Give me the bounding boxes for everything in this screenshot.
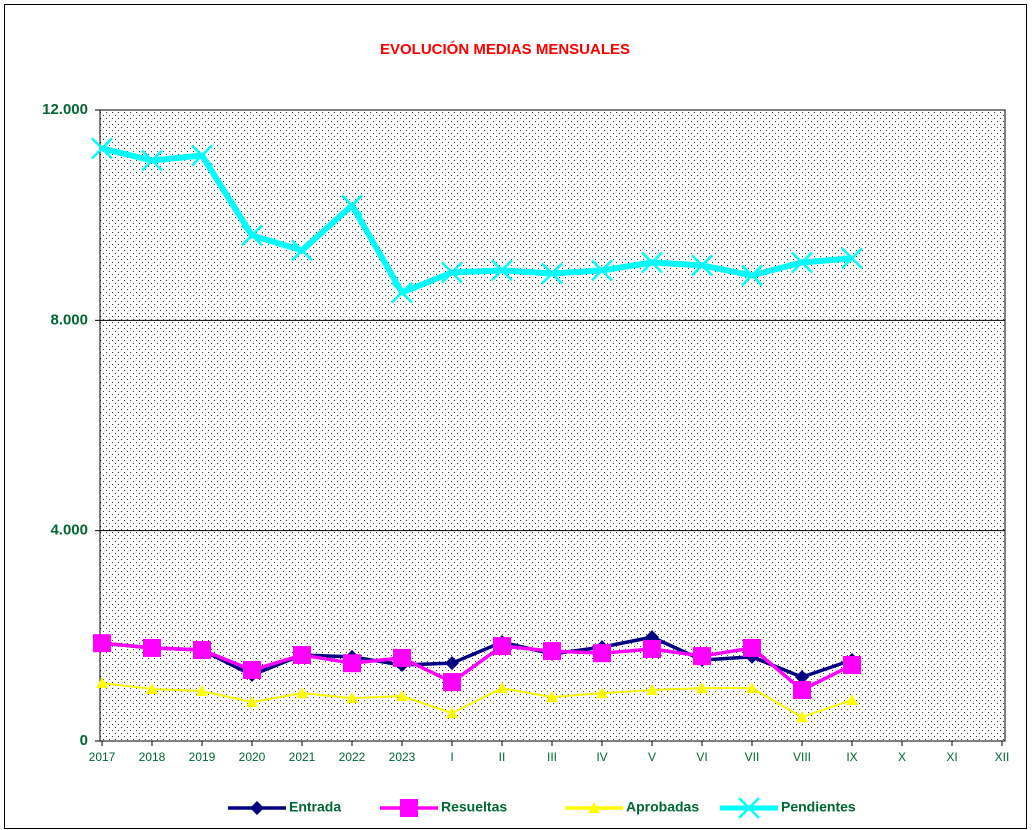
marker	[250, 801, 264, 815]
x-tick-label: 2020	[239, 750, 266, 764]
marker	[746, 682, 758, 694]
y-tick-label: 0	[80, 732, 88, 749]
legend-label: Resueltas	[441, 799, 507, 815]
marker	[393, 648, 411, 667]
chart-title: EVOLUCIÓN MEDIAS MENSUALES	[380, 40, 630, 58]
x-tick-label: VII	[745, 750, 760, 764]
marker	[696, 682, 708, 694]
x-tick-label: 2017	[89, 750, 116, 764]
y-tick-label: 12.000	[42, 101, 88, 118]
marker	[291, 239, 313, 262]
legend-item: Pendientes	[720, 797, 856, 819]
x-tick-label: 2021	[289, 750, 316, 764]
legend-label: Pendientes	[781, 799, 856, 815]
marker	[741, 264, 763, 287]
marker	[243, 661, 261, 680]
marker	[796, 711, 808, 723]
marker	[346, 692, 358, 704]
marker	[543, 642, 561, 661]
marker	[241, 224, 263, 247]
marker	[693, 647, 711, 666]
marker	[841, 247, 863, 270]
marker	[445, 656, 459, 671]
x-tick-label: XI	[946, 750, 957, 764]
marker	[141, 149, 163, 172]
x-tick-label: IX	[846, 750, 857, 764]
legend-item: Entrada	[228, 799, 341, 815]
plot-area	[99, 109, 1006, 742]
x-tick-label: 2019	[189, 750, 216, 764]
marker	[296, 687, 308, 699]
marker	[441, 261, 463, 284]
x-tick-label: 2022	[339, 750, 366, 764]
legend-label: Aprobadas	[626, 799, 699, 815]
marker	[191, 144, 213, 167]
marker	[96, 677, 108, 689]
marker	[846, 693, 858, 705]
x-tick-label: VIII	[793, 750, 811, 764]
marker	[641, 251, 663, 274]
legend-label: Entrada	[289, 799, 341, 815]
legend-item: Resueltas	[380, 799, 507, 817]
marker	[646, 683, 658, 695]
marker	[91, 137, 113, 160]
marker	[791, 251, 813, 274]
marker	[546, 691, 558, 703]
y-tick-label: 4.000	[50, 522, 88, 539]
series-line	[101, 145, 853, 296]
x-tick-label: 2023	[389, 750, 416, 764]
marker	[541, 262, 563, 285]
marker	[795, 670, 809, 685]
marker	[793, 680, 811, 699]
marker	[246, 696, 258, 708]
marker	[341, 194, 363, 217]
marker	[591, 259, 613, 282]
x-tick-label: IV	[596, 750, 607, 764]
marker	[496, 682, 508, 694]
series-line	[101, 635, 853, 679]
x-tick-label: XII	[995, 750, 1010, 764]
marker	[193, 641, 211, 660]
x-tick-label: X	[898, 750, 906, 764]
marker	[93, 634, 111, 653]
marker	[146, 682, 158, 694]
marker	[593, 644, 611, 663]
marker	[293, 646, 311, 665]
marker	[743, 638, 761, 657]
marker	[588, 802, 600, 813]
marker	[691, 254, 713, 277]
marker	[493, 637, 511, 656]
x-tick-label: III	[547, 750, 557, 764]
marker	[196, 685, 208, 697]
marker	[596, 687, 608, 699]
marker	[396, 690, 408, 702]
marker	[738, 797, 760, 819]
legend-item: Aprobadas	[565, 799, 699, 815]
series-line	[101, 641, 853, 692]
x-tick-label: II	[499, 750, 506, 764]
series-line	[101, 682, 853, 719]
marker	[446, 707, 458, 719]
marker	[443, 673, 461, 692]
marker	[143, 638, 161, 657]
marker	[843, 656, 861, 675]
marker	[343, 654, 361, 673]
marker	[491, 259, 513, 282]
x-tick-label: VI	[696, 750, 707, 764]
marker	[643, 639, 661, 658]
x-tick-label: 2018	[139, 750, 166, 764]
marker	[400, 799, 418, 817]
y-tick-label: 8.000	[50, 311, 88, 328]
x-tick-label: I	[450, 750, 453, 764]
x-tick-label: V	[648, 750, 656, 764]
marker	[391, 281, 413, 304]
